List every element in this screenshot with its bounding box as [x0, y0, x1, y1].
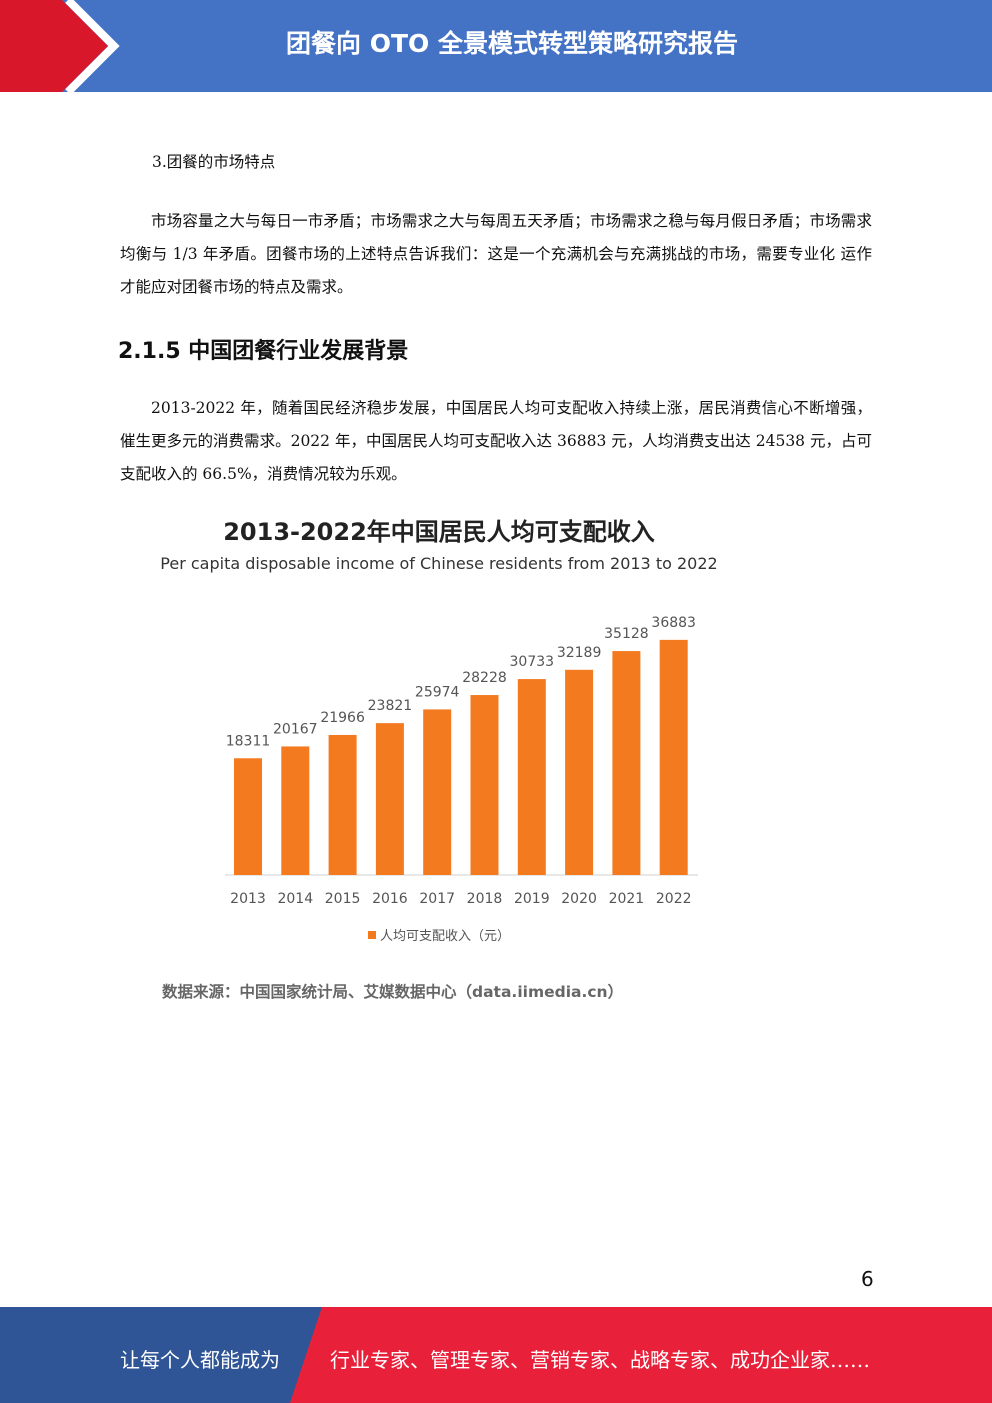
paragraph: 2013-2022 年，随着国民经济稳步发展，中国居民人均可支配收入持续上涨，居…	[120, 399, 872, 483]
bar	[612, 651, 641, 875]
x-tick-label: 2018	[467, 891, 503, 907]
value-label: 35128	[604, 626, 649, 642]
page-number: 6	[861, 1267, 874, 1291]
x-tick-label: 2022	[656, 891, 692, 907]
footer-lead: 让每个人都能成为	[120, 1348, 280, 1372]
chart-source: 数据来源：中国国家统计局、艾媒数据中心（data.iimedia.cn）	[162, 983, 624, 1001]
value-label: 28228	[462, 670, 507, 686]
header-band	[0, 0, 992, 92]
item: 3.团餐的市场特点	[152, 153, 276, 171]
value-label: 23821	[368, 698, 413, 714]
chart-subtitle: Per capita disposable income of Chinese …	[160, 554, 718, 573]
x-tick-label: 2020	[561, 891, 597, 907]
value-label: 30733	[510, 654, 555, 670]
value-label: 32189	[557, 645, 602, 661]
bar	[234, 758, 262, 875]
bar	[423, 709, 452, 875]
value-label: 18311	[226, 733, 271, 749]
footer-red	[290, 1307, 992, 1403]
chart-title: 2013-2022年中国居民人均可支配收入	[223, 518, 655, 546]
x-tick-label: 2014	[277, 891, 313, 907]
bar	[659, 639, 688, 875]
bar	[470, 695, 499, 875]
bar	[517, 679, 546, 875]
bar	[281, 746, 310, 875]
bar	[565, 669, 594, 875]
x-tick-label: 2015	[325, 891, 361, 907]
x-tick-label: 2016	[372, 891, 408, 907]
header-arrow	[0, 0, 108, 92]
x-tick-label: 2017	[419, 891, 455, 907]
footer-slogan: 行业专家、管理专家、营销专家、战略专家、成功企业家……	[330, 1348, 870, 1372]
legend-swatch	[368, 931, 376, 939]
heading: 2.1.5 中国团餐行业发展背景	[118, 339, 409, 364]
value-label: 21966	[320, 710, 365, 726]
header-title: 团餐向 OTO 全景模式转型策略研究报告	[286, 29, 738, 58]
header-chevron	[65, 0, 120, 95]
legend-label: 人均可支配收入（元）	[380, 929, 510, 944]
value-label: 25974	[415, 684, 460, 700]
x-tick-label: 2021	[609, 891, 645, 907]
x-tick-label: 2013	[230, 891, 266, 907]
value-label: 20167	[273, 721, 318, 737]
paragraph: 市场容量之大与每日一市矛盾；市场需求之大与每周五天矛盾；市场需求之稳与每月假日矛…	[120, 212, 872, 296]
value-label: 36883	[651, 615, 696, 631]
x-tick-label: 2019	[514, 891, 550, 907]
bar	[328, 734, 357, 875]
bar	[375, 723, 404, 875]
